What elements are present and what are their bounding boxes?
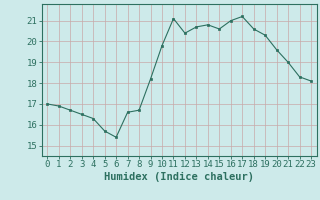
X-axis label: Humidex (Indice chaleur): Humidex (Indice chaleur): [104, 172, 254, 182]
